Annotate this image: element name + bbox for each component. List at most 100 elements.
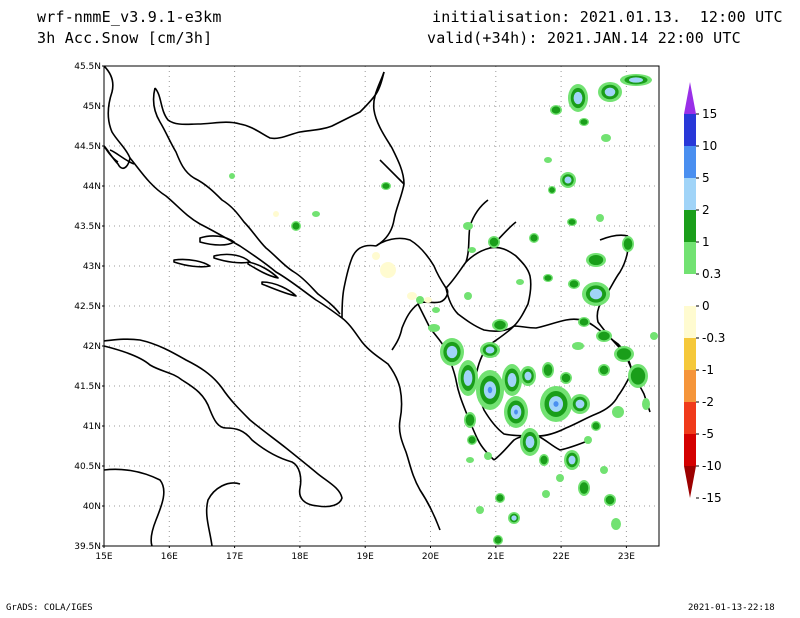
map-frame (103, 65, 660, 547)
colorbar-label: 2 (702, 203, 710, 217)
snowfall-cell (446, 345, 458, 359)
snowfall-cell (584, 436, 592, 444)
snowfall-cell (564, 176, 572, 184)
render-timestamp: 2021-01-13-22:18 (688, 603, 775, 613)
snowfall-cell (551, 106, 561, 114)
latitude-tick-label: 40.5N (74, 462, 101, 472)
snowfall-cell (599, 365, 609, 375)
snowfall-cell (463, 370, 473, 386)
colorbar-swatch (684, 274, 696, 306)
snowfall-cell (514, 409, 518, 415)
graticule (104, 66, 659, 546)
colorbar-bottom-arrow (684, 466, 696, 498)
snowfall-cell (553, 401, 559, 407)
colorbar-label: 15 (702, 107, 717, 121)
snowfall-cell (579, 318, 589, 326)
snowfall-cell (432, 307, 440, 313)
latitude-tick-label: 39.5N (74, 542, 101, 552)
snowfall-cell (542, 490, 550, 498)
colorbar-swatch (684, 338, 696, 370)
snowfall-cell (463, 222, 473, 230)
snowfall-cell (556, 474, 564, 482)
snowfall-cell (589, 288, 603, 300)
snowfall-cell (623, 238, 633, 250)
latitude-tick-label: 42N (83, 342, 101, 352)
colorbar-swatch (684, 178, 696, 210)
snowfall-cell (628, 77, 644, 83)
colorbar-label: 0 (702, 299, 710, 313)
snowfall-cell (372, 252, 380, 260)
latitude-labels: 45.5N 45N 44.5N 44N 43.5N 43N 42.5N 42N 41.5N 41N… (74, 62, 104, 552)
snowfall-cell (507, 372, 517, 388)
snowfall-cell (464, 292, 472, 300)
snowfall-cell (416, 296, 424, 304)
snowfall-cell (575, 399, 585, 409)
latitude-tick-label: 43N (83, 262, 101, 272)
longitude-tick-label: 17E (226, 552, 243, 562)
colorbar-label: 10 (702, 139, 717, 153)
snowfall-cell (600, 466, 608, 474)
colorbar-top-arrow (684, 82, 696, 114)
colorbar-swatch (684, 434, 696, 466)
snowfall-cell (561, 373, 571, 383)
snowfall-cell (630, 367, 646, 385)
longitude-tick-label: 21E (487, 552, 504, 562)
latitude-tick-label: 41.5N (74, 382, 101, 392)
colorbar-swatch (684, 146, 696, 178)
latitude-tick-label: 43.5N (74, 222, 101, 232)
colorbar-swatch (684, 114, 696, 146)
colorbar-swatch (684, 370, 696, 402)
snowfall-cell (511, 515, 517, 521)
snowfall-cell (465, 414, 475, 426)
latitude-tick-label: 44.5N (74, 142, 101, 152)
snowfall-cell (601, 134, 611, 142)
longitude-tick-label: 18E (291, 552, 308, 562)
snowfall-cell (516, 279, 524, 285)
colorbar: 15 10 5 2 1 0.3 0 -0.3 -1 -2 -5 -10 -15 (684, 82, 725, 505)
colorbar-swatch (684, 210, 696, 242)
snowfall-cell (650, 332, 658, 340)
snowfall-cell (489, 237, 499, 247)
colorbar-label: -10 (702, 459, 722, 473)
snowfall-cell (407, 292, 417, 300)
snowfall-cell (476, 506, 484, 514)
latitude-tick-label: 42.5N (74, 302, 101, 312)
snowfall-cell (604, 87, 616, 97)
snowfall-cell (642, 398, 650, 410)
initialisation-time: initialisation: 2021.01.13. 12:00 UTC (432, 8, 783, 26)
valid-time: valid(+34h): 2021.JAN.14 22:00 UTC (427, 29, 741, 47)
longitude-tick-label: 23E (618, 552, 635, 562)
snowfall-cell (568, 455, 576, 465)
snowfall-cell (380, 262, 396, 278)
snowfall-cell (572, 342, 584, 350)
colorbar-swatch (684, 306, 696, 338)
longitude-tick-label: 19E (357, 552, 374, 562)
snowfall-cell (524, 371, 532, 381)
snowfall-cell (568, 219, 576, 225)
snowfall-cell (605, 495, 615, 505)
snowfall-cell (616, 348, 632, 360)
snowfall-cell (588, 254, 604, 266)
colorbar-label: -5 (702, 427, 714, 441)
snowfall-cell (549, 187, 555, 193)
snowfall-cell (579, 482, 589, 494)
snowfall-cell (468, 247, 476, 253)
colorbar-label: 0.3 (702, 267, 721, 281)
snowfall-cell (382, 183, 390, 189)
latitude-tick-label: 45.5N (74, 62, 101, 72)
snowfall-cell (611, 518, 621, 530)
coastline-borders (103, 65, 651, 547)
longitude-tick-label: 20E (422, 552, 439, 562)
snowfall-cell (485, 346, 495, 354)
longitude-tick-label: 16E (161, 552, 178, 562)
snowfall-cell (496, 494, 504, 502)
snowfall-cell (468, 436, 476, 444)
snowfall-cell (580, 119, 588, 125)
colorbar-label: 5 (702, 171, 710, 185)
snowfall-cell (543, 364, 553, 376)
snowfall-cell (544, 275, 552, 281)
colorbar-label: 1 (702, 235, 710, 249)
snowfall-cell (573, 91, 583, 105)
longitude-labels: 15E 16E 17E 18E 19E 20E 21E 22E 23E (95, 546, 635, 562)
